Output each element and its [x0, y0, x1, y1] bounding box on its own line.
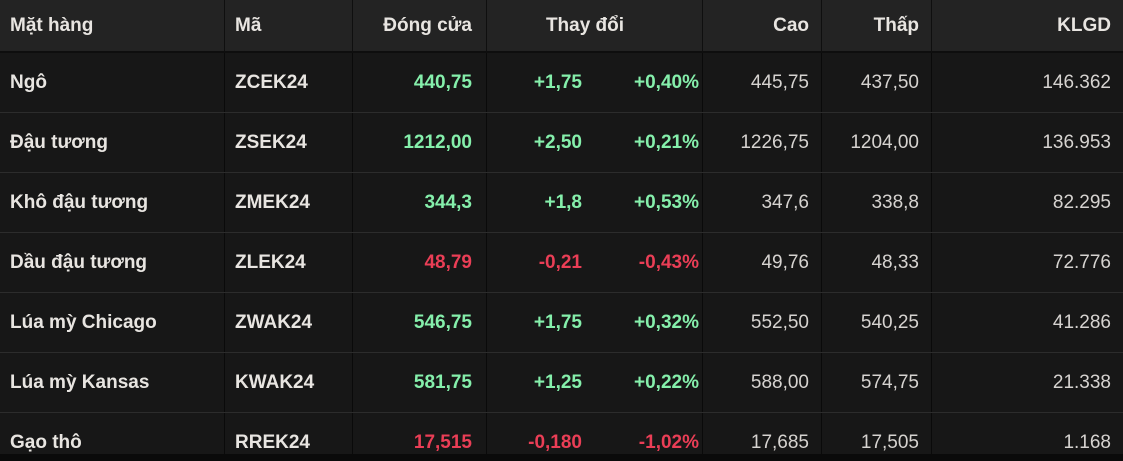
contract-code: ZMEK24: [225, 173, 353, 232]
close-price: 546,75: [353, 293, 487, 352]
high-price: 49,76: [703, 233, 822, 292]
header-cell-volume: KLGD: [1057, 14, 1111, 36]
commodity-name: Đậu tương: [0, 113, 225, 172]
header-cell-product: Mặt hàng: [0, 0, 225, 51]
change-value: +2,50: [533, 131, 582, 153]
volume: 1.168: [1063, 431, 1111, 453]
contract-code: KWAK24: [225, 353, 353, 412]
volume: 82.295: [1052, 191, 1111, 213]
volume: 136.953: [1042, 131, 1111, 153]
change-percent: +0,53%: [594, 173, 703, 232]
high-price: 552,50: [703, 293, 822, 352]
high-price: 445,75: [703, 53, 822, 112]
commodity-name: Ngô: [0, 53, 225, 112]
change-percent: +0,22%: [594, 353, 703, 412]
commodity-name: Khô đậu tương: [0, 173, 225, 232]
table-row[interactable]: Lúa mỳ Kansas KWAK24 581,75 +1,25 +0,22%…: [0, 353, 1123, 413]
header-cell-low: Thấp: [822, 0, 932, 51]
low-price: 48,33: [822, 233, 932, 292]
change-percent: +0,32%: [594, 293, 703, 352]
low-price: 574,75: [822, 353, 932, 412]
table-row[interactable]: Khô đậu tương ZMEK24 344,3 +1,8 +0,53% 3…: [0, 173, 1123, 233]
change-value: +1,75: [533, 311, 582, 333]
close-price: 48,79: [353, 233, 487, 292]
header-cell-high: Cao: [703, 0, 822, 51]
close-price: 17,515: [353, 413, 487, 461]
change-value: +1,25: [533, 371, 582, 393]
low-price: 338,8: [822, 173, 932, 232]
volume: 21.338: [1052, 371, 1111, 393]
close-price: 440,75: [353, 53, 487, 112]
contract-code: RREK24: [225, 413, 353, 461]
table-header: Mặt hàng Mã Đóng cửa Thay đổi Cao Thấp K…: [0, 0, 1123, 53]
change-percent: -0,43%: [594, 233, 703, 292]
table-row[interactable]: Lúa mỳ Chicago ZWAK24 546,75 +1,75 +0,32…: [0, 293, 1123, 353]
commodity-name: Lúa mỳ Chicago: [0, 293, 225, 352]
commodity-name: Dầu đậu tương: [0, 233, 225, 292]
table-row[interactable]: Gạo thô RREK24 17,515 -0,180 -1,02% 17,6…: [0, 413, 1123, 461]
change-percent: -1,02%: [594, 413, 703, 461]
close-price: 581,75: [353, 353, 487, 412]
table-row[interactable]: Ngô ZCEK24 440,75 +1,75 +0,40% 445,75 43…: [0, 53, 1123, 113]
change-value: +1,8: [544, 191, 582, 213]
close-price: 344,3: [353, 173, 487, 232]
low-price: 17,505: [822, 413, 932, 461]
table-row[interactable]: Đậu tương ZSEK24 1212,00 +2,50 +0,21% 12…: [0, 113, 1123, 173]
header-cell-change: Thay đổi: [487, 0, 703, 51]
close-price: 1212,00: [353, 113, 487, 172]
volume: 41.286: [1052, 311, 1111, 333]
high-price: 588,00: [703, 353, 822, 412]
contract-code: ZLEK24: [225, 233, 353, 292]
commodity-name: Gạo thô: [0, 413, 225, 461]
header-cell-code: Mã: [225, 0, 353, 51]
table-row[interactable]: Dầu đậu tương ZLEK24 48,79 -0,21 -0,43% …: [0, 233, 1123, 293]
contract-code: ZSEK24: [225, 113, 353, 172]
change-percent: +0,40%: [594, 53, 703, 112]
commodity-name: Lúa mỳ Kansas: [0, 353, 225, 412]
low-price: 1204,00: [822, 113, 932, 172]
high-price: 347,6: [703, 173, 822, 232]
table-bottom-edge: [0, 454, 1123, 461]
low-price: 437,50: [822, 53, 932, 112]
change-percent: +0,21%: [594, 113, 703, 172]
contract-code: ZWAK24: [225, 293, 353, 352]
contract-code: ZCEK24: [225, 53, 353, 112]
low-price: 540,25: [822, 293, 932, 352]
volume: 72.776: [1052, 251, 1111, 273]
header-cell-close: Đóng cửa: [353, 0, 487, 51]
change-value: -0,21: [538, 251, 582, 273]
high-price: 1226,75: [703, 113, 822, 172]
change-value: +1,75: [533, 71, 582, 93]
change-value: -0,180: [528, 431, 582, 453]
volume: 146.362: [1042, 71, 1111, 93]
high-price: 17,685: [703, 413, 822, 461]
